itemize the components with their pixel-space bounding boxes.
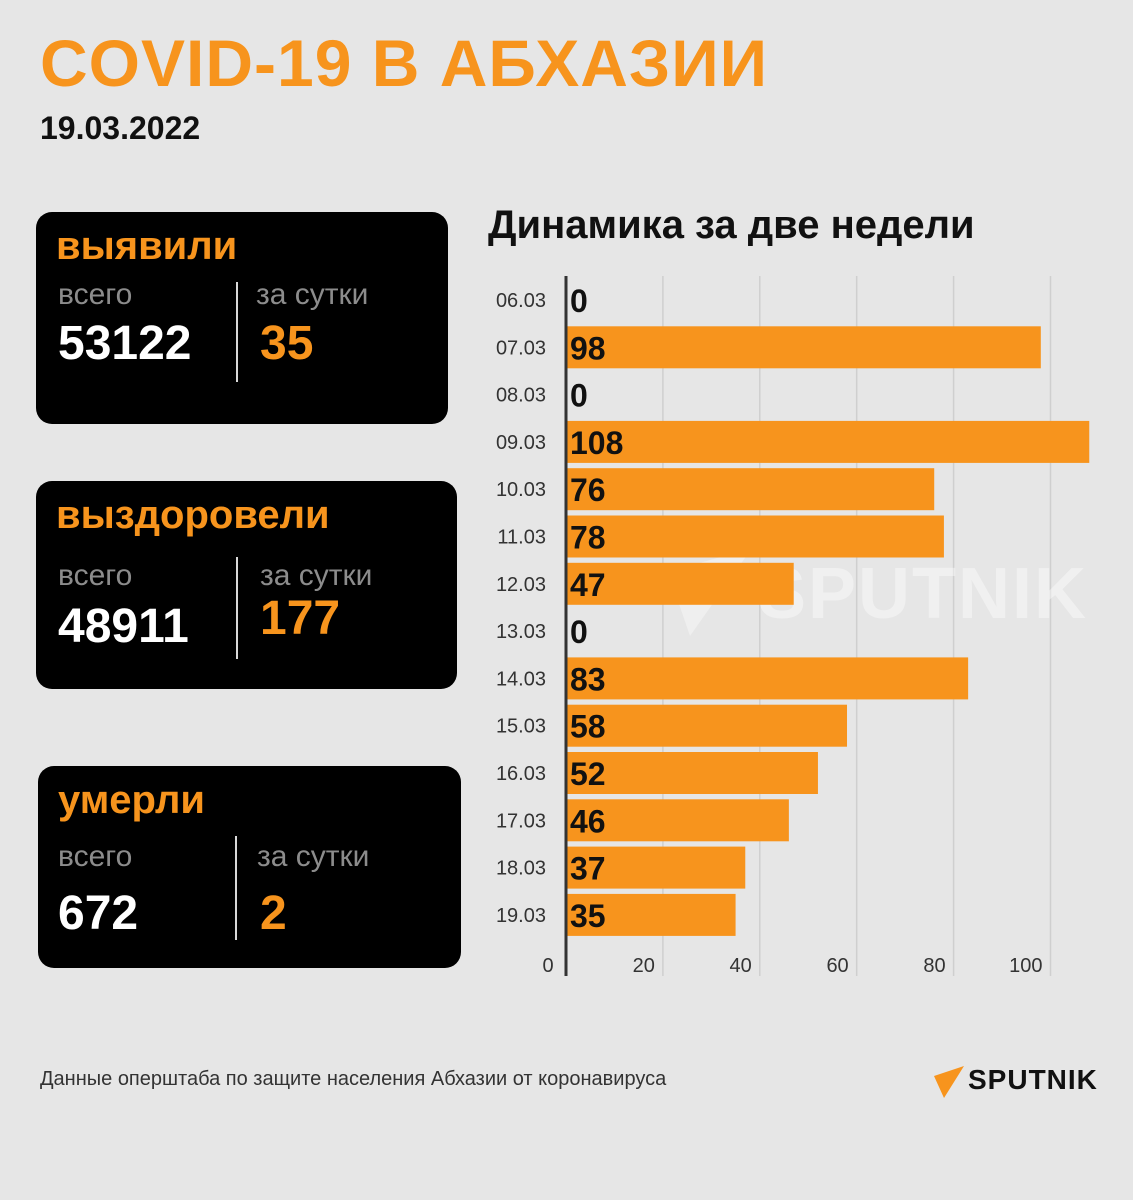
died-total-value: 672 [58,887,139,940]
chart-title: Динамика за две недели [488,203,975,247]
category-label: 09.03 [496,432,546,454]
page-title: COVID-19 В АБХАЗИИ [40,26,769,100]
category-label: 07.03 [496,337,546,359]
recovered-total-value: 48911 [58,600,189,653]
bar-value-label: 58 [570,709,606,745]
detected-total-label: всего [58,278,133,311]
category-label: 08.03 [496,385,546,407]
recovered-daily-label: за сутки [260,559,373,592]
bar [566,893,736,936]
x-tick-label: 40 [730,955,752,977]
recovered-card: выздоровели всего 48911 за сутки 177 [36,481,457,689]
detected-total-value: 53122 [58,317,192,370]
category-label: 06.03 [496,290,546,312]
died-card-divider [235,836,237,940]
died-card-title: умерли [58,778,205,822]
x-tick-label: 100 [1009,955,1042,977]
chart-value-labels: 0 98 0 108 76 78 47 0 83 58 52 46 37 35 [570,283,623,934]
detected-daily-value: 35 [260,317,314,370]
bar [566,752,818,794]
recovered-total-label: всего [58,559,133,592]
bar [566,799,789,842]
died-daily-label: за сутки [257,840,370,873]
bar [566,515,944,558]
bar-value-label: 98 [570,330,606,366]
category-label: 13.03 [496,621,546,643]
x-tick-label: 20 [633,955,655,977]
died-daily-value: 2 [260,887,287,940]
bar-value-label: 0 [570,378,588,414]
detected-card: выявили всего 53122 за сутки 35 [36,212,448,424]
bar-value-label: 46 [570,803,606,839]
sputnik-logo-icon [934,1066,964,1098]
recovered-card-title: выздоровели [56,493,330,537]
recovered-daily-value: 177 [260,592,341,645]
category-label: 10.03 [496,479,546,501]
category-label: 18.03 [496,858,546,880]
detected-card-divider [236,282,238,382]
x-tick-label: 60 [826,955,848,977]
watermark: SPUTNIK [668,548,1088,636]
bar [566,326,1041,369]
bar-value-label: 35 [570,898,606,934]
category-label: 17.03 [496,810,546,832]
category-label: 16.03 [496,763,546,785]
bar-value-label: 37 [570,851,606,887]
bar [566,704,848,747]
bar [566,562,794,605]
detected-daily-label: за сутки [256,278,369,311]
watermark-text: SPUTNIK [758,554,1088,634]
bar-value-label: 52 [570,756,606,792]
sputnik-logo[interactable]: SPUTNIK [930,1062,1110,1102]
source-note: Данные оперштаба по защите населения Абх… [40,1068,667,1090]
bar-value-label: 0 [570,614,588,650]
recovered-card-divider [236,557,238,659]
chart-category-labels: 06.03 07.03 08.03 09.03 10.03 11.03 12.03 13.03… [496,290,546,927]
bar [566,846,746,889]
bar-value-label: 108 [570,425,623,461]
category-label: 14.03 [496,668,546,690]
bar-value-label: 0 [570,283,588,319]
died-card: умерли всего 672 за сутки 2 [38,766,461,968]
bar [566,468,935,511]
bar [566,420,1090,463]
chart-x-ticks: 0 20 40 60 80 100 [542,955,1042,977]
logo-text: SPUTNIK [968,1064,1098,1095]
category-label: 19.03 [496,905,546,927]
detected-card-title: выявили [56,224,238,268]
bar-value-label: 83 [570,661,606,697]
bar-value-label: 78 [570,520,606,556]
chart-bars [566,326,1090,936]
category-label: 15.03 [496,716,546,738]
category-label: 11.03 [497,527,546,549]
x-tick-label: 0 [542,955,553,977]
bar [566,657,969,700]
category-label: 12.03 [496,574,546,596]
bar-value-label: 76 [570,472,606,508]
died-total-label: всего [58,840,133,873]
report-date: 19.03.2022 [40,110,201,146]
bar-value-label: 47 [570,567,606,603]
x-tick-label: 80 [923,955,945,977]
